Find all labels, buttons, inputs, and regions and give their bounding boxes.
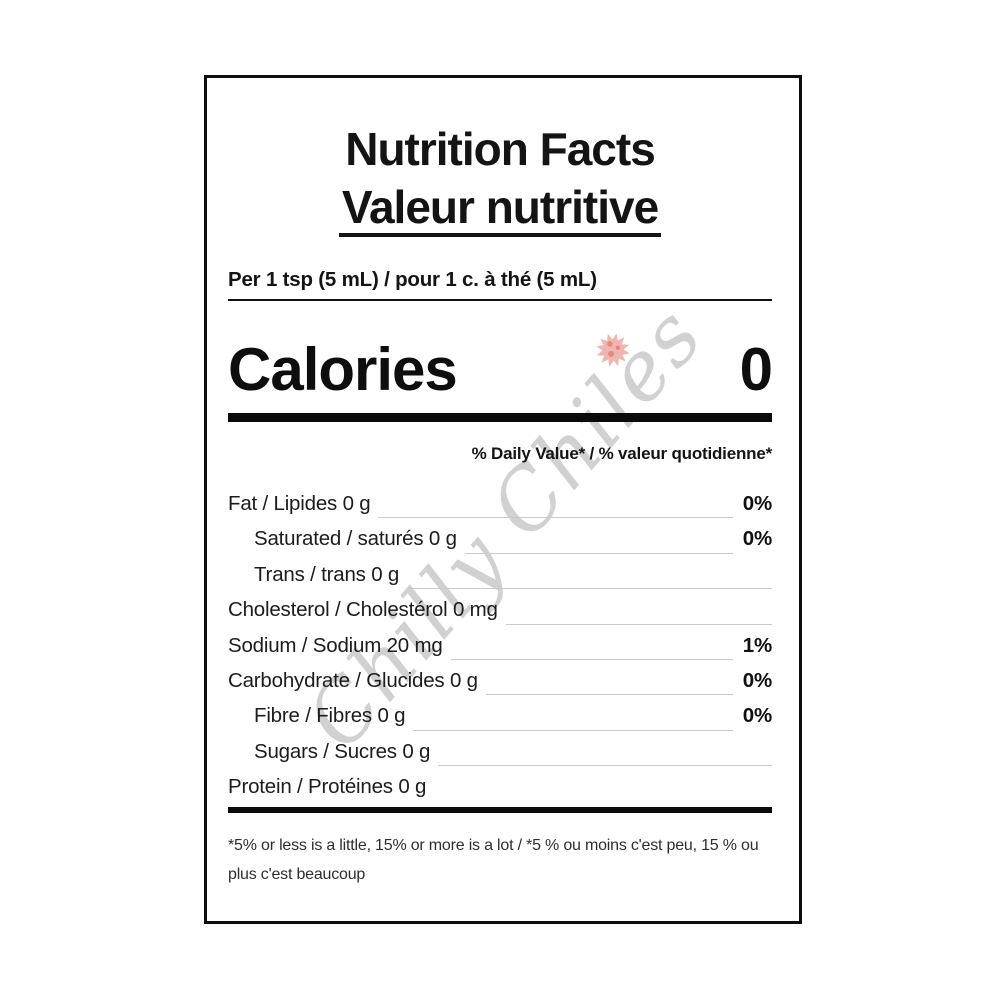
footnote: *5% or less is a little, 15% or more is … bbox=[228, 837, 759, 883]
title-french: Valeur nutritive bbox=[338, 184, 662, 237]
leader-line bbox=[378, 517, 733, 519]
leader-line bbox=[438, 765, 772, 767]
nutrient-dv: 0% bbox=[742, 668, 772, 692]
daily-value-header: % Daily Value* / % valeur quotidienne* bbox=[471, 444, 773, 463]
nutrient-row-sodium: Sodium / Sodium 20 mg 1% bbox=[228, 634, 772, 669]
nutrient-name: Saturated / saturés 0 g bbox=[254, 527, 457, 551]
leader-line bbox=[450, 658, 733, 660]
calories-row: Calories 0 bbox=[228, 336, 773, 403]
nutrient-row-protein: Protein / Protéines 0 g bbox=[228, 775, 772, 810]
nutrient-row-cholesterol: Cholesterol / Cholestérol 0 mg bbox=[228, 598, 772, 633]
calories-value: 0 bbox=[739, 336, 773, 403]
nutrient-dv: 0% bbox=[742, 492, 772, 515]
nutrient-name: Fat / Lipides 0 g bbox=[228, 492, 371, 515]
nutrient-dv: 1% bbox=[742, 633, 772, 657]
nutrient-row-fibre: Fibre / Fibres 0 g 0% bbox=[228, 704, 772, 739]
leader-line bbox=[485, 694, 733, 696]
title-english: Nutrition Facts bbox=[345, 123, 656, 175]
serving-size-line: Per 1 tsp (5 mL) / pour 1 c. à thé (5 mL… bbox=[228, 268, 772, 301]
nutrient-name: Cholesterol / Cholestérol 0 mg bbox=[228, 598, 498, 622]
nutrient-row-saturated: Saturated / saturés 0 g 0% bbox=[228, 527, 772, 562]
leader-line bbox=[505, 623, 772, 625]
nutrient-dv: 0% bbox=[742, 704, 772, 728]
nutrient-row-trans: Trans / trans 0 g bbox=[228, 563, 772, 598]
leader-line bbox=[464, 552, 733, 554]
nutrient-name: Sodium / Sodium 20 mg bbox=[228, 633, 443, 657]
maple-leaf-icon bbox=[596, 333, 630, 367]
nutrient-name: Protein / Protéines 0 g bbox=[228, 775, 427, 799]
leader-line bbox=[413, 729, 733, 731]
nutrient-name: Trans / trans 0 g bbox=[254, 562, 400, 586]
nutrient-name: Carbohydrate / Glucides 0 g bbox=[228, 668, 478, 692]
nutrition-facts-label: Nutrition Facts Valeur nutritive Per 1 t… bbox=[204, 75, 802, 924]
nutrient-row-carbohydrate: Carbohydrate / Glucides 0 g 0% bbox=[228, 669, 772, 704]
thick-divider-bottom bbox=[228, 807, 772, 813]
nutrient-row-fat: Fat / Lipides 0 g 0% bbox=[228, 492, 772, 527]
nutrient-row-sugars: Sugars / Sucres 0 g bbox=[228, 740, 772, 775]
nutrient-name: Sugars / Sucres 0 g bbox=[254, 739, 431, 763]
nutrient-rows: Fat / Lipides 0 g 0% Saturated / saturés… bbox=[228, 492, 772, 811]
title-french-wrap: Valeur nutritive bbox=[228, 184, 772, 237]
thick-divider-top bbox=[228, 413, 772, 422]
leader-line bbox=[407, 588, 772, 590]
nutrient-name: Fibre / Fibres 0 g bbox=[254, 704, 406, 728]
nutrient-dv: 0% bbox=[742, 527, 772, 551]
calories-label: Calories bbox=[228, 336, 458, 403]
